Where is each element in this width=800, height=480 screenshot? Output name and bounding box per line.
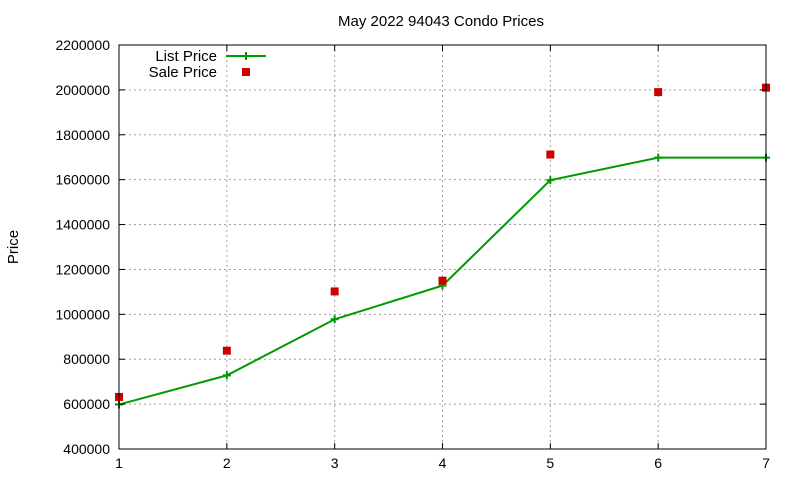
x-tick-label: 5 — [546, 455, 554, 471]
data-point — [654, 153, 663, 162]
axis-ticks: 1 2 3 4 5 6 7 400000 600000 800000 1000000 1200000 1… — [55, 37, 770, 471]
y-tick-label: 1800000 — [55, 127, 110, 143]
x-tick-label: 3 — [331, 455, 339, 471]
legend-label: List Price — [155, 48, 217, 65]
data-point — [546, 150, 555, 159]
y-tick-label: 600000 — [63, 396, 110, 412]
data-point — [546, 176, 555, 185]
grid-lines — [119, 45, 766, 449]
y-tick-label: 1400000 — [55, 217, 110, 233]
data-point — [222, 346, 231, 355]
legend-marker — [242, 68, 250, 76]
x-tick-label: 1 — [115, 455, 123, 471]
y-tick-label: 1000000 — [55, 306, 110, 322]
data-point — [438, 276, 447, 285]
x-tick-label: 2 — [223, 455, 231, 471]
y-tick-label: 1200000 — [55, 261, 110, 277]
data-point — [330, 287, 339, 296]
chart-title: May 2022 94043 Condo Prices — [338, 13, 544, 30]
y-tick-label: 1600000 — [55, 172, 110, 188]
data-point — [654, 88, 663, 97]
y-tick-label: 400000 — [63, 441, 110, 457]
legend-label: Sale Price — [149, 64, 217, 81]
y-tick-label: 2200000 — [55, 37, 110, 53]
x-tick-label: 4 — [439, 455, 447, 471]
y-axis-label: Price — [5, 230, 22, 264]
legend-marker — [242, 52, 250, 60]
y-tick-label: 2000000 — [55, 82, 110, 98]
x-tick-label: 6 — [654, 455, 662, 471]
data-point — [330, 315, 339, 324]
data-point — [222, 371, 231, 380]
y-tick-label: 800000 — [63, 351, 110, 367]
x-tick-label: 7 — [762, 455, 770, 471]
